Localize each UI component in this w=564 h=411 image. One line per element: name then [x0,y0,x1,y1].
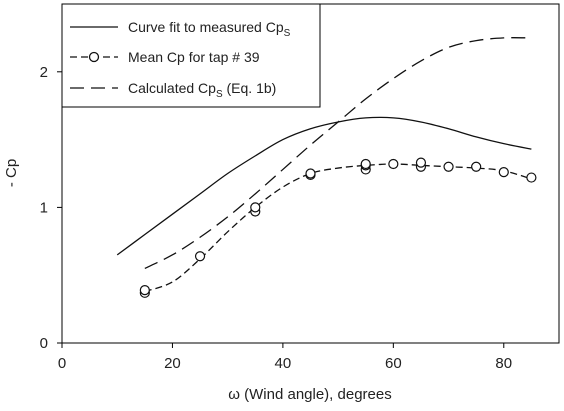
y-axis-title: - Cp [3,159,20,187]
data-point-mean-cp [194,251,206,262]
data-point-mean-cp [526,172,537,183]
series-line-calculated [144,37,532,270]
x-tick-label: 60 [385,355,402,372]
series-layer [116,37,537,298]
x-tick-label: 0 [58,355,66,372]
legend-label-calculated: Calculated CpS (Eq. 1b) [128,80,276,100]
series-line-mean-cp [144,163,532,293]
x-tick-label: 40 [275,355,292,372]
data-point-mean-cp [250,202,261,213]
data-point-mean-cp [388,158,399,170]
data-point-mean-cp [415,157,427,168]
legend-label-mean-cp: Mean Cp for tap # 39 [128,49,260,65]
y-tick-label: 2 [40,64,48,81]
legend-box [61,3,321,108]
x-tick-label: 20 [164,355,181,372]
legend-marker-mean-cp [88,51,100,63]
data-point-mean-cp [305,168,316,179]
axis-layer: 0 20 40 60 80 0 1 2 [40,64,512,372]
legend: Curve fit to measured CpS Mean Cp for ta… [61,3,321,108]
data-point-mean-cp [443,161,454,172]
x-axis-title: ω (Wind angle), degrees [228,386,391,403]
y-tick-label: 1 [40,199,48,216]
y-tick-label: 0 [40,335,48,352]
data-point-mean-cp [139,285,150,296]
data-point-mean-cp [471,161,482,172]
x-tick-label: 80 [495,355,512,372]
data-point-mean-cp [498,167,509,178]
series-line-curve-fit [116,116,532,256]
legend-label-curve-fit: Curve fit to measured CpS [128,19,291,39]
data-point-mean-cp [360,158,371,170]
